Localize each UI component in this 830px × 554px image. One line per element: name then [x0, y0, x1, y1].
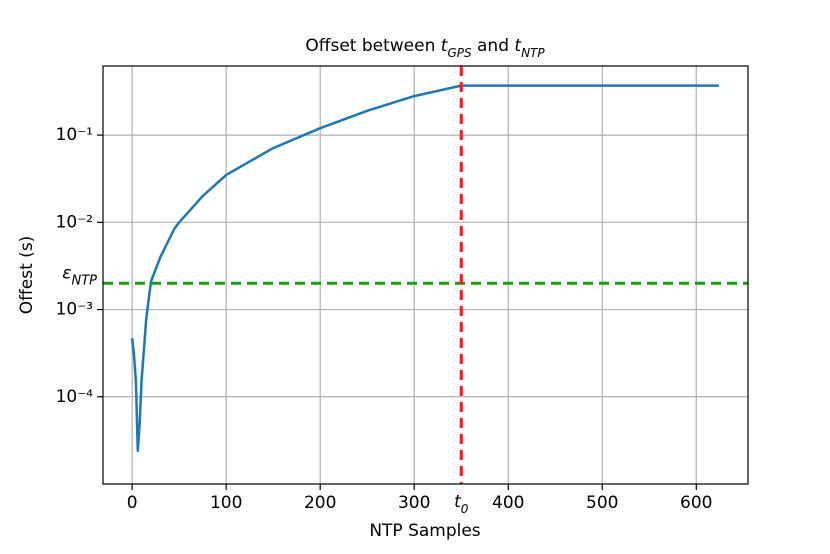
event-label: t0 — [454, 492, 469, 516]
x-tick-label: 400 — [492, 493, 524, 513]
x-tick-label: 0 — [127, 493, 138, 513]
y-axis-label: Offest (s) — [17, 236, 37, 315]
data-line — [130, 84, 719, 453]
threshold-sub: NTP — [71, 273, 97, 288]
plot-frame — [102, 65, 749, 485]
y-tick-label: 10⁻³ — [56, 300, 93, 320]
threshold-label: εNTP — [62, 263, 97, 288]
x-tick-label: 500 — [586, 493, 618, 513]
title-part: NTP — [521, 46, 545, 60]
x-tick-label: 200 — [304, 493, 336, 513]
title-part: t — [514, 36, 522, 56]
y-tick-label: 10⁻¹ — [56, 125, 93, 145]
x-tick-label: 600 — [680, 493, 712, 513]
y-tick-label: 10⁻⁴ — [56, 387, 94, 407]
title-part: Offset between — [305, 36, 440, 56]
event-sub: 0 — [461, 502, 469, 516]
chart-title: Offset between tGPS and tNTP — [305, 36, 545, 60]
x-tick-label: 100 — [210, 493, 242, 513]
title-part: and — [472, 36, 515, 56]
y-tick-label: 10⁻² — [56, 212, 93, 232]
title-part: t — [441, 36, 449, 56]
x-axis-label: NTP Samples — [369, 521, 480, 541]
threshold-symbol: ε — [62, 263, 71, 283]
event-symbol: t — [454, 492, 462, 512]
title-part: GPS — [447, 46, 472, 60]
x-tick-label: 300 — [398, 493, 430, 513]
